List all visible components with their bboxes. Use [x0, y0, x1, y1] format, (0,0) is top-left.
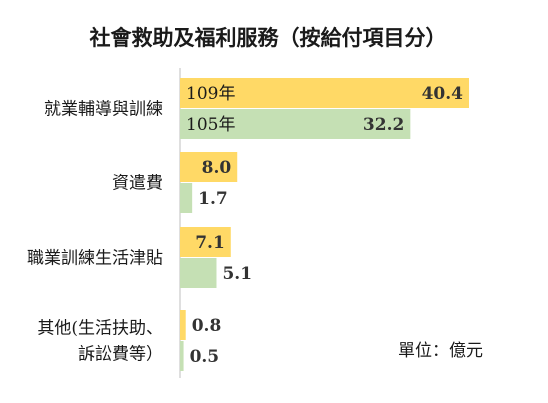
bar-2-0: [180, 227, 231, 257]
labels-layer: 40.4 109年 32.2 105年 8.0 1.7 7.1 5.1 0.8 0.5: [186, 84, 463, 367]
bar-1-0: [180, 152, 238, 182]
data-label-3-0: 0.8: [192, 316, 222, 336]
category-label-1: 資遣費: [112, 174, 163, 194]
series-label-1: 105年: [186, 115, 235, 135]
data-label-0-1: 32.2: [363, 115, 404, 135]
chart-title: 社會救助及福利服務（按給付項目分）: [89, 25, 447, 50]
bars-layer: [180, 78, 469, 371]
bar-0-1: [180, 109, 411, 139]
bar-2-1: [180, 258, 217, 288]
data-label-3-1: 0.5: [190, 347, 220, 367]
category-label-3-line-0: 其他(生活扶助、: [37, 319, 163, 339]
category-label-0: 就業輔導與訓練: [44, 100, 163, 120]
bar-3-0: [180, 310, 186, 340]
bar-0-0: [180, 78, 469, 108]
data-label-2-0: 7.1: [195, 233, 225, 253]
category-label-3-line-1: 訴訟費等）: [78, 345, 163, 365]
data-label-2-1: 5.1: [222, 264, 252, 284]
data-label-1-1: 1.7: [198, 189, 228, 209]
unit-label: 單位：億元: [398, 341, 483, 361]
category-label-2: 職業訓練生活津貼: [27, 249, 163, 269]
data-label-0-0: 40.4: [422, 84, 464, 104]
bar-1-1: [180, 183, 193, 213]
bar-3-1: [180, 341, 184, 371]
series-label-0: 109年: [186, 84, 235, 104]
data-label-1-0: 8.0: [202, 158, 232, 178]
